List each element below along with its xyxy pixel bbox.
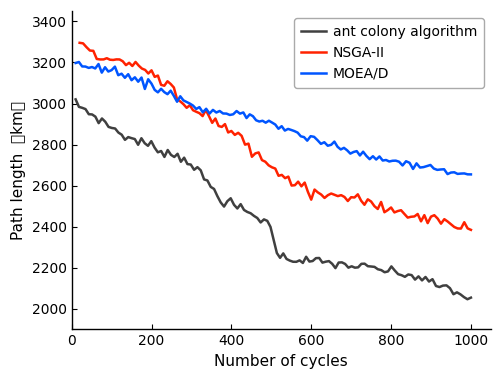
ant colony algorithm <box>467 295 473 300</box>
ant colony algorithm <box>73 97 79 102</box>
NSGA-II <box>344 199 350 203</box>
MOEA/D <box>167 89 173 93</box>
Legend: ant colony algorithm, NSGA-II, MOEA/D: ant colony algorithm, NSGA-II, MOEA/D <box>293 18 483 88</box>
ant colony algorithm <box>342 262 348 266</box>
ant colony algorithm <box>177 160 183 164</box>
ant colony algorithm <box>154 150 160 155</box>
ant colony algorithm <box>381 270 387 274</box>
MOEA/D <box>243 116 249 120</box>
NSGA-II <box>467 228 473 232</box>
ant colony algorithm <box>463 297 469 301</box>
MOEA/D <box>467 172 473 177</box>
NSGA-II <box>180 102 186 106</box>
Line: MOEA/D: MOEA/D <box>76 62 470 174</box>
MOEA/D <box>73 61 79 65</box>
MOEA/D <box>340 146 346 150</box>
ant colony algorithm <box>453 290 459 294</box>
ant colony algorithm <box>290 260 296 264</box>
MOEA/D <box>76 60 82 64</box>
MOEA/D <box>444 172 450 176</box>
X-axis label: Number of cycles: Number of cycles <box>214 354 348 369</box>
MOEA/D <box>321 140 327 144</box>
NSGA-II <box>384 208 390 212</box>
MOEA/D <box>115 73 121 78</box>
NSGA-II <box>454 226 460 231</box>
Line: NSGA-II: NSGA-II <box>80 43 470 230</box>
NSGA-II <box>158 82 164 87</box>
NSGA-II <box>291 183 297 187</box>
Y-axis label: Path length  （km）: Path length （km） <box>11 101 26 240</box>
NSGA-II <box>77 41 83 45</box>
Line: ant colony algorithm: ant colony algorithm <box>76 100 470 299</box>
